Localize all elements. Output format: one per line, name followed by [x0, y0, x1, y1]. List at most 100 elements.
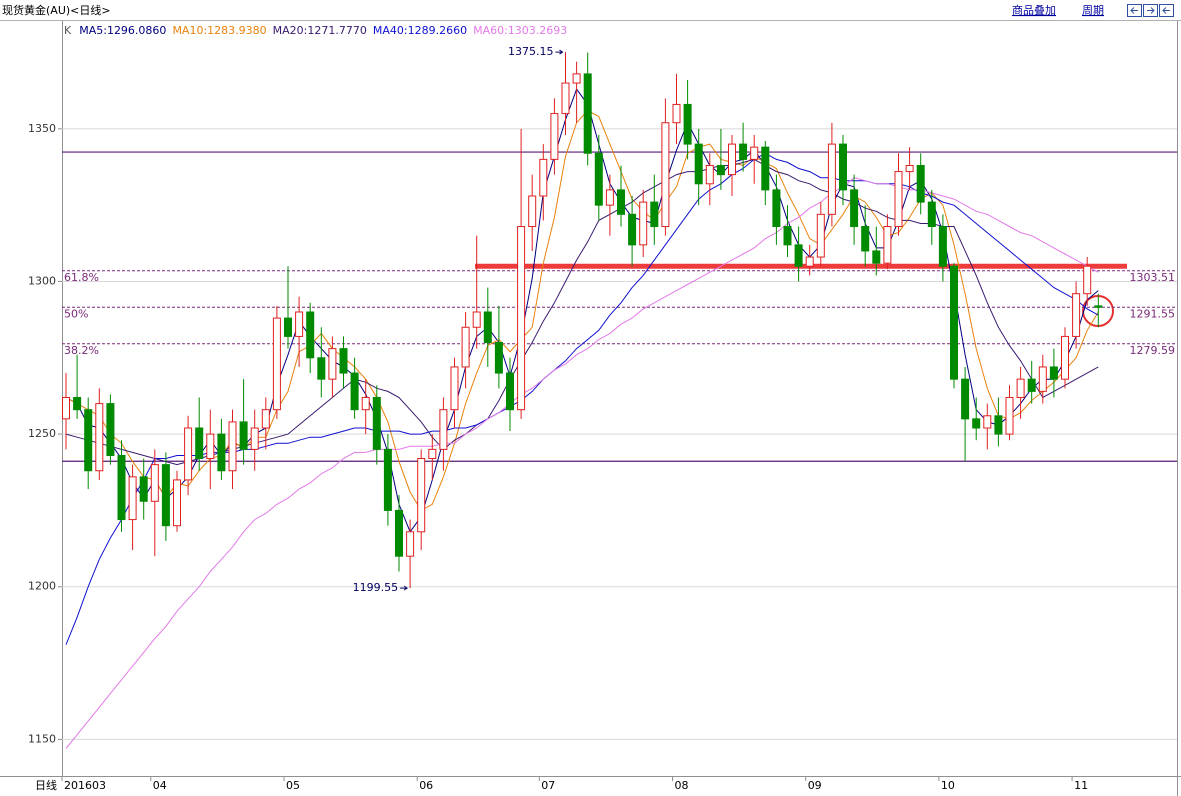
- candle-body: [139, 476, 148, 502]
- candle-body: [128, 476, 137, 521]
- candle-body: [261, 409, 270, 429]
- candle-body: [428, 448, 437, 460]
- nav-restore-icon: [1162, 7, 1170, 14]
- toolbar-button[interactable]: 周期: [1082, 4, 1104, 17]
- candle-body: [284, 317, 292, 337]
- candle-body: [161, 464, 170, 527]
- candle-body: [1027, 378, 1036, 392]
- legend-entry: MA10:1283.9380: [172, 24, 266, 37]
- candle-body: [550, 113, 559, 160]
- candle-body: [195, 427, 204, 460]
- nav-buttons: [1127, 4, 1174, 17]
- candle-body: [983, 415, 992, 429]
- legend: K MA5:1296.0860 MA10:1283.9380 MA20:1271.7…: [64, 24, 567, 37]
- nav-right-icon: [1147, 7, 1155, 14]
- candle-body: [84, 409, 93, 472]
- candle-body: [883, 226, 892, 264]
- candle-body: [739, 143, 748, 160]
- candle-body: [650, 201, 659, 228]
- candle-body: [73, 396, 82, 411]
- candle-body: [605, 189, 614, 206]
- y-tick-label: 1150: [28, 732, 56, 745]
- candle-body: [927, 201, 936, 228]
- legend-prefix: K: [64, 24, 72, 37]
- x-tick-label: 07: [541, 779, 555, 792]
- candle-body: [950, 265, 958, 380]
- candle-body: [594, 152, 603, 206]
- candle-body: [173, 479, 181, 527]
- chart-title: 现货黄金(AU)<日线>: [2, 3, 111, 17]
- high-arrow: [555, 49, 564, 55]
- candle-body: [150, 464, 159, 502]
- candle-body: [572, 73, 581, 84]
- y-tick-label: 1300: [28, 274, 56, 287]
- candle-body: [528, 195, 537, 228]
- candle-body: [350, 372, 359, 411]
- x-tick-label: 08: [675, 779, 689, 792]
- legend-entry: MA40:1289.2660: [373, 24, 467, 37]
- candle-body: [1072, 293, 1081, 337]
- candle-body: [395, 509, 403, 557]
- candle-body: [861, 226, 870, 252]
- candle-body: [705, 164, 714, 185]
- legend-entry: MA5:1296.0860: [79, 24, 166, 37]
- candle-body: [683, 103, 692, 145]
- candle-body: [506, 372, 514, 411]
- candle-body: [1094, 305, 1103, 308]
- x-tick-label: 10: [941, 779, 955, 792]
- candle-body: [583, 73, 592, 154]
- candle-body: [1038, 366, 1047, 392]
- candle-body: [839, 143, 847, 191]
- candle-body: [517, 226, 526, 411]
- candle-body: [805, 256, 814, 267]
- x-tick-label: 09: [808, 779, 822, 792]
- candle-body: [1005, 396, 1014, 435]
- candle-body: [228, 421, 237, 472]
- candle-body: [772, 189, 781, 228]
- candle-body: [106, 403, 115, 456]
- candle-body: [95, 403, 104, 472]
- candle-body: [617, 189, 625, 215]
- nav-left[interactable]: [1127, 4, 1142, 17]
- candle-body: [1016, 378, 1025, 398]
- nav-right[interactable]: [1143, 4, 1158, 17]
- candle-body: [1083, 265, 1092, 295]
- nav-left-icon: [1130, 7, 1138, 14]
- candle-body: [328, 348, 337, 380]
- candle-body: [561, 82, 570, 115]
- low-arrow: [400, 585, 409, 591]
- candle-body: [217, 433, 226, 472]
- fib-label: 38.2%: [64, 344, 99, 357]
- candle-body: [239, 421, 248, 450]
- fib-label: 61.8%: [64, 271, 99, 284]
- toolbar-button[interactable]: 商品叠加: [1012, 3, 1056, 17]
- ma-line: [65, 109, 1099, 512]
- candle-body: [794, 244, 803, 267]
- candle-body: [850, 189, 859, 228]
- candle-body: [539, 158, 548, 197]
- candle-body: [994, 415, 1003, 435]
- x-tick-label: 11: [1074, 779, 1088, 792]
- candle-body: [972, 418, 981, 429]
- fib-value: 1303.51: [1130, 271, 1176, 284]
- candle-body: [494, 342, 503, 374]
- candle-body: [750, 146, 759, 160]
- candle-body: [728, 143, 736, 176]
- candle-body: [639, 201, 648, 246]
- y-tick-label: 1200: [28, 580, 56, 593]
- candle-body: [761, 146, 770, 191]
- legend-entry: MA20:1271.7770: [273, 24, 367, 37]
- x-tick-label: 06: [419, 779, 433, 792]
- fib-value: 1279.59: [1130, 344, 1176, 357]
- candle-body: [450, 366, 459, 411]
- candle-body: [272, 317, 281, 411]
- ma-line: [65, 152, 1099, 645]
- candle-body: [472, 311, 481, 328]
- candle-body: [317, 357, 326, 380]
- candle-body: [816, 213, 825, 258]
- x-tick-label: 04: [153, 779, 167, 792]
- nav-restore[interactable]: [1159, 4, 1174, 17]
- candle-body: [1049, 366, 1058, 380]
- candle-body: [461, 326, 470, 368]
- candle-body: [672, 103, 681, 124]
